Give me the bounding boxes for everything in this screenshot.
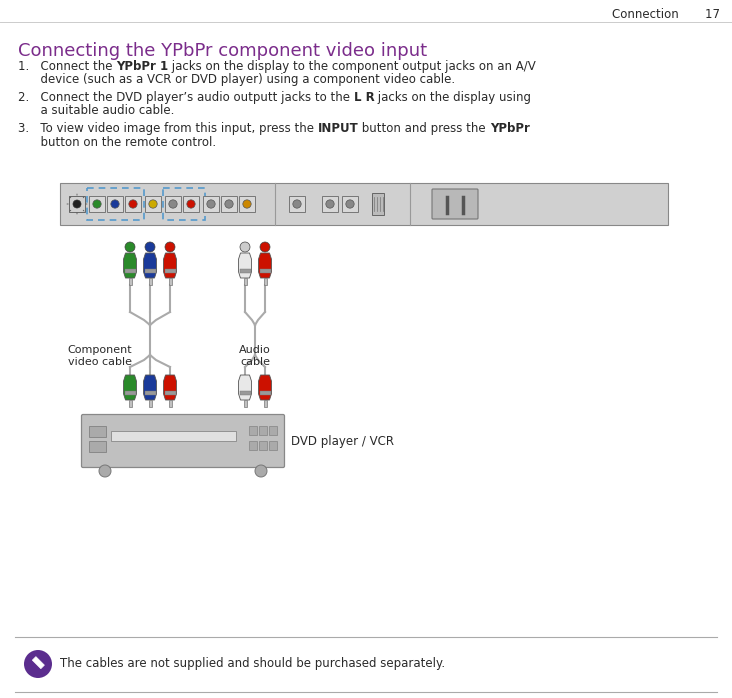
Circle shape xyxy=(73,200,81,208)
Text: The cables are not supplied and should be purchased separately.: The cables are not supplied and should b… xyxy=(60,658,445,671)
Text: Component
video cable: Component video cable xyxy=(67,345,132,366)
Circle shape xyxy=(145,242,155,252)
FancyBboxPatch shape xyxy=(264,278,266,285)
Circle shape xyxy=(187,200,195,208)
Text: jacks on the display using: jacks on the display using xyxy=(375,91,531,104)
FancyBboxPatch shape xyxy=(107,196,123,212)
Polygon shape xyxy=(143,375,157,400)
FancyBboxPatch shape xyxy=(259,426,267,435)
Text: YPbPr 1: YPbPr 1 xyxy=(116,60,168,73)
Text: INPUT: INPUT xyxy=(318,122,359,135)
FancyBboxPatch shape xyxy=(260,269,271,272)
Polygon shape xyxy=(32,657,45,669)
Text: Connecting the YPbPr component video input: Connecting the YPbPr component video inp… xyxy=(18,42,427,60)
FancyBboxPatch shape xyxy=(244,400,247,407)
FancyBboxPatch shape xyxy=(144,269,155,272)
FancyBboxPatch shape xyxy=(183,196,199,212)
FancyBboxPatch shape xyxy=(249,426,257,435)
FancyBboxPatch shape xyxy=(432,189,478,219)
FancyBboxPatch shape xyxy=(165,269,176,272)
FancyBboxPatch shape xyxy=(111,431,236,441)
Circle shape xyxy=(240,242,250,252)
Text: button on the remote control.: button on the remote control. xyxy=(18,135,216,149)
FancyBboxPatch shape xyxy=(289,196,305,212)
FancyBboxPatch shape xyxy=(244,278,247,285)
Polygon shape xyxy=(163,253,176,278)
Text: 3.   To view video image from this input, press the: 3. To view video image from this input, … xyxy=(18,122,318,135)
FancyBboxPatch shape xyxy=(81,415,285,468)
Polygon shape xyxy=(124,253,136,278)
FancyBboxPatch shape xyxy=(259,441,267,450)
Circle shape xyxy=(129,200,137,208)
FancyBboxPatch shape xyxy=(165,196,181,212)
FancyBboxPatch shape xyxy=(168,278,171,285)
FancyBboxPatch shape xyxy=(322,196,338,212)
FancyBboxPatch shape xyxy=(342,196,358,212)
FancyBboxPatch shape xyxy=(60,183,668,225)
FancyBboxPatch shape xyxy=(145,196,161,212)
Circle shape xyxy=(125,242,135,252)
Circle shape xyxy=(260,242,270,252)
FancyBboxPatch shape xyxy=(239,269,250,272)
Circle shape xyxy=(243,200,251,208)
FancyBboxPatch shape xyxy=(89,440,105,452)
Circle shape xyxy=(326,200,335,208)
FancyBboxPatch shape xyxy=(89,196,105,212)
FancyBboxPatch shape xyxy=(239,390,250,394)
Circle shape xyxy=(293,200,301,208)
FancyBboxPatch shape xyxy=(203,196,219,212)
Circle shape xyxy=(149,200,157,208)
Text: a suitable audio cable.: a suitable audio cable. xyxy=(18,105,174,117)
FancyBboxPatch shape xyxy=(269,426,277,435)
Circle shape xyxy=(346,200,354,208)
Text: jacks on the display to the component output jacks on an A/V: jacks on the display to the component ou… xyxy=(168,60,536,73)
Polygon shape xyxy=(143,253,157,278)
Text: L R: L R xyxy=(354,91,375,104)
FancyBboxPatch shape xyxy=(144,390,155,394)
Circle shape xyxy=(24,650,52,678)
FancyBboxPatch shape xyxy=(249,441,257,450)
FancyBboxPatch shape xyxy=(264,400,266,407)
Circle shape xyxy=(225,200,234,208)
Circle shape xyxy=(207,200,215,208)
Circle shape xyxy=(165,242,175,252)
FancyBboxPatch shape xyxy=(239,196,255,212)
Polygon shape xyxy=(163,375,176,400)
FancyBboxPatch shape xyxy=(149,400,152,407)
FancyBboxPatch shape xyxy=(69,196,85,212)
FancyBboxPatch shape xyxy=(221,196,237,212)
Text: YPbPr: YPbPr xyxy=(490,122,530,135)
FancyBboxPatch shape xyxy=(269,441,277,450)
Text: DVD player / VCR: DVD player / VCR xyxy=(291,434,394,447)
FancyBboxPatch shape xyxy=(129,278,132,285)
FancyBboxPatch shape xyxy=(124,269,135,272)
Text: button and press the: button and press the xyxy=(359,122,490,135)
Polygon shape xyxy=(124,375,136,400)
Polygon shape xyxy=(239,253,252,278)
Circle shape xyxy=(99,465,111,477)
Polygon shape xyxy=(258,375,272,400)
Circle shape xyxy=(169,200,177,208)
FancyBboxPatch shape xyxy=(149,278,152,285)
Text: 2.   Connect the DVD player’s audio outputt jacks to the: 2. Connect the DVD player’s audio output… xyxy=(18,91,354,104)
Circle shape xyxy=(111,200,119,208)
FancyBboxPatch shape xyxy=(372,193,384,215)
FancyBboxPatch shape xyxy=(89,426,105,436)
Text: 1.   Connect the: 1. Connect the xyxy=(18,60,116,73)
FancyBboxPatch shape xyxy=(165,390,176,394)
Polygon shape xyxy=(239,375,252,400)
FancyBboxPatch shape xyxy=(124,390,135,394)
Polygon shape xyxy=(258,253,272,278)
FancyBboxPatch shape xyxy=(125,196,141,212)
Circle shape xyxy=(255,465,267,477)
Text: Audio
cable: Audio cable xyxy=(239,345,271,366)
FancyBboxPatch shape xyxy=(260,390,271,394)
Text: device (such as a VCR or DVD player) using a component video cable.: device (such as a VCR or DVD player) usi… xyxy=(18,73,455,87)
Circle shape xyxy=(93,200,101,208)
Text: Connection       17: Connection 17 xyxy=(612,8,720,22)
FancyBboxPatch shape xyxy=(129,400,132,407)
FancyBboxPatch shape xyxy=(168,400,171,407)
